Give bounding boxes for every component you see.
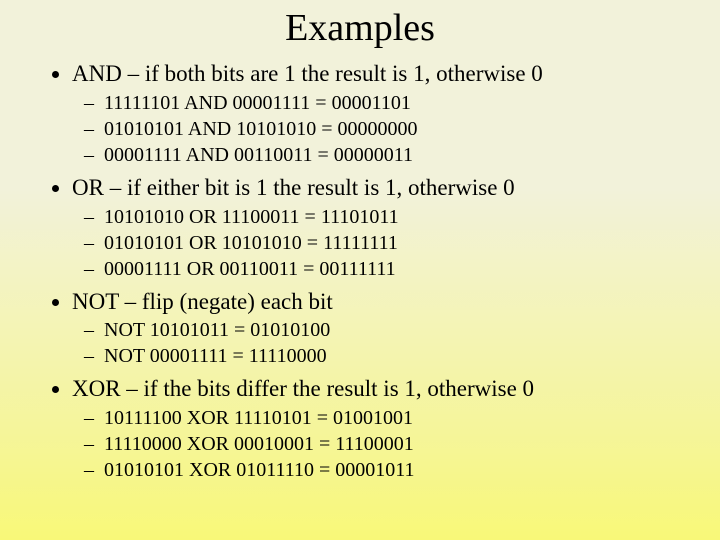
section-heading: NOT – flip (negate) each bit xyxy=(72,289,333,314)
list-item: 10101010 OR 11100011 = 11101011 xyxy=(104,205,710,230)
slide-title: Examples xyxy=(10,6,710,50)
list-item: 00001111 AND 00110011 = 00000011 xyxy=(104,143,710,168)
list-item: 11111101 AND 00001111 = 00001101 xyxy=(104,91,710,116)
list-item: 01010101 XOR 01011110 = 00001011 xyxy=(104,458,710,483)
sub-list: 11111101 AND 00001111 = 00001101 0101010… xyxy=(72,91,710,168)
list-item: NOT 00001111 = 11110000 xyxy=(104,344,710,369)
section-heading: AND – if both bits are 1 the result is 1… xyxy=(72,61,543,86)
list-item: 11110000 XOR 00010001 = 11100001 xyxy=(104,432,710,457)
sub-list: NOT 10101011 = 01010100 NOT 00001111 = 1… xyxy=(72,318,710,369)
bullet-list: AND – if both bits are 1 the result is 1… xyxy=(10,60,710,483)
list-item: NOT 10101011 = 01010100 xyxy=(104,318,710,343)
section-or: OR – if either bit is 1 the result is 1,… xyxy=(72,174,710,282)
section-heading: OR – if either bit is 1 the result is 1,… xyxy=(72,175,515,200)
sub-list: 10101010 OR 11100011 = 11101011 01010101… xyxy=(72,205,710,282)
list-item: 10111100 XOR 11110101 = 01001001 xyxy=(104,406,710,431)
section-xor: XOR – if the bits differ the result is 1… xyxy=(72,375,710,483)
slide: Examples AND – if both bits are 1 the re… xyxy=(0,0,720,540)
sub-list: 10111100 XOR 11110101 = 01001001 1111000… xyxy=(72,406,710,483)
list-item: 00001111 OR 00110011 = 00111111 xyxy=(104,257,710,282)
list-item: 01010101 OR 10101010 = 11111111 xyxy=(104,231,710,256)
section-not: NOT – flip (negate) each bit NOT 1010101… xyxy=(72,288,710,370)
section-heading: XOR – if the bits differ the result is 1… xyxy=(72,376,534,401)
section-and: AND – if both bits are 1 the result is 1… xyxy=(72,60,710,168)
list-item: 01010101 AND 10101010 = 00000000 xyxy=(104,117,710,142)
